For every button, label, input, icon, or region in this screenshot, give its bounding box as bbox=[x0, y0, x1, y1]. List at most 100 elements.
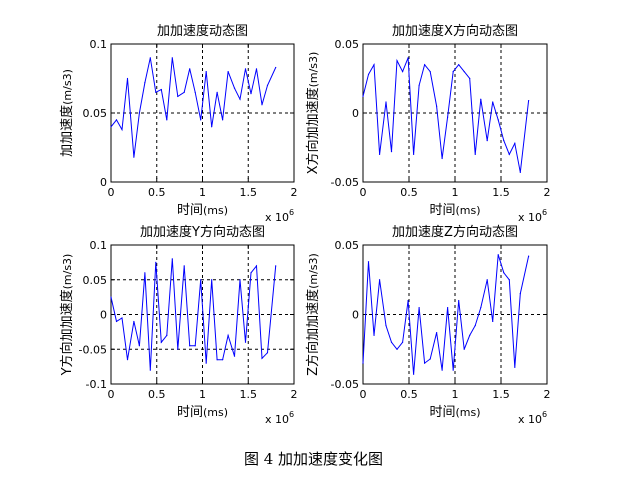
data-point bbox=[149, 369, 151, 371]
data-point bbox=[474, 153, 476, 155]
x-axis-label-text: 时间 bbox=[429, 203, 455, 218]
x-multiplier-base: x 10 bbox=[518, 211, 542, 224]
data-point bbox=[447, 306, 449, 309]
data-point bbox=[211, 126, 213, 128]
y-tick-label: 0.05 bbox=[83, 274, 108, 287]
data-point bbox=[171, 57, 173, 59]
series-line bbox=[110, 258, 277, 371]
data-point bbox=[390, 151, 393, 153]
x-tick-label: 0 bbox=[108, 388, 115, 401]
data-point bbox=[401, 341, 404, 343]
data-point bbox=[211, 279, 213, 281]
y-tick-label: -0.1 bbox=[86, 378, 107, 391]
data-point bbox=[222, 119, 224, 121]
data-point bbox=[227, 71, 229, 73]
y-tick-label: 0.05 bbox=[83, 107, 108, 120]
data-point bbox=[233, 355, 236, 357]
data-point bbox=[362, 95, 364, 98]
series-line bbox=[362, 254, 530, 375]
data-point bbox=[503, 140, 505, 142]
y-tick-label: 0 bbox=[100, 309, 107, 322]
data-point bbox=[244, 341, 247, 343]
data-point bbox=[200, 119, 202, 121]
data-point bbox=[261, 357, 263, 359]
y-tick-label: -0.05 bbox=[331, 378, 359, 391]
data-point bbox=[385, 325, 387, 327]
data-point bbox=[413, 373, 415, 375]
data-point bbox=[189, 68, 191, 70]
x-tick-label: 0.5 bbox=[148, 388, 166, 401]
x-axis-label-text: 时间 bbox=[177, 203, 203, 218]
data-point bbox=[194, 345, 196, 347]
x-tick-label: 1 bbox=[199, 186, 206, 199]
y-tick-label: -0.05 bbox=[331, 176, 359, 189]
x-axis-label: 时间(ms) bbox=[177, 203, 228, 218]
y-tick-label: 0.1 bbox=[90, 239, 108, 252]
data-point bbox=[189, 345, 191, 347]
data-point bbox=[275, 265, 277, 267]
y-tick-label: 0 bbox=[352, 107, 359, 120]
data-point bbox=[183, 91, 185, 93]
x-axis-label: 时间(ms) bbox=[177, 405, 228, 420]
data-point bbox=[239, 98, 241, 100]
data-point bbox=[255, 68, 258, 70]
data-point bbox=[514, 142, 516, 144]
x-multiplier-exponent: 6 bbox=[542, 410, 547, 419]
x-axis-label-unit: (ms) bbox=[203, 406, 228, 419]
x-multiplier-exponent: 6 bbox=[542, 208, 547, 217]
data-point bbox=[469, 77, 471, 80]
data-point bbox=[458, 300, 460, 302]
data-point bbox=[121, 317, 123, 319]
x-tick-label: 2 bbox=[544, 186, 551, 199]
y-axis-label: Y方向加加速度(m/s3) bbox=[59, 254, 75, 377]
data-point bbox=[452, 369, 454, 371]
data-point bbox=[166, 119, 168, 121]
data-point bbox=[233, 87, 236, 89]
data-point bbox=[275, 66, 277, 69]
data-point bbox=[519, 293, 521, 295]
data-point bbox=[528, 99, 530, 102]
y-tick-label: 0.05 bbox=[335, 38, 360, 51]
data-point bbox=[205, 71, 207, 73]
data-point bbox=[239, 279, 241, 281]
data-point bbox=[367, 261, 370, 263]
data-point bbox=[385, 101, 387, 103]
data-point bbox=[222, 359, 224, 361]
data-point bbox=[418, 84, 420, 86]
x-tick-label: 0 bbox=[360, 388, 367, 401]
x-tick-label: 1.5 bbox=[240, 388, 258, 401]
data-point bbox=[227, 334, 229, 336]
data-point bbox=[138, 345, 140, 347]
y-axis-label-unit: (m/s3) bbox=[61, 69, 74, 105]
data-point bbox=[250, 272, 252, 274]
data-point bbox=[216, 359, 218, 361]
data-point bbox=[266, 84, 269, 86]
data-point bbox=[508, 153, 510, 155]
data-point bbox=[396, 348, 398, 350]
data-point bbox=[436, 105, 438, 107]
data-point bbox=[261, 104, 263, 106]
data-point bbox=[486, 140, 488, 142]
x-tick-label: 0 bbox=[360, 186, 367, 199]
y-axis-label-unit: (m/s3) bbox=[307, 52, 320, 88]
data-point bbox=[492, 101, 494, 103]
data-point bbox=[367, 73, 370, 75]
data-point bbox=[401, 71, 404, 73]
data-point bbox=[160, 341, 162, 343]
y-tick-label: 0 bbox=[100, 176, 107, 189]
data-point bbox=[160, 88, 162, 91]
x-tick-label: 1 bbox=[199, 388, 206, 401]
data-point bbox=[200, 279, 202, 281]
x-tick-label: 2 bbox=[291, 186, 298, 199]
data-point bbox=[177, 348, 179, 350]
data-point bbox=[424, 362, 426, 364]
data-point bbox=[166, 334, 168, 336]
x-multiplier: x 106 bbox=[518, 410, 547, 426]
y-axis-label-text: Y方向加加速度 bbox=[59, 289, 75, 376]
data-point bbox=[115, 119, 118, 121]
x-axis-label: 时间(ms) bbox=[429, 203, 480, 218]
x-axis-label-unit: (ms) bbox=[455, 406, 480, 419]
